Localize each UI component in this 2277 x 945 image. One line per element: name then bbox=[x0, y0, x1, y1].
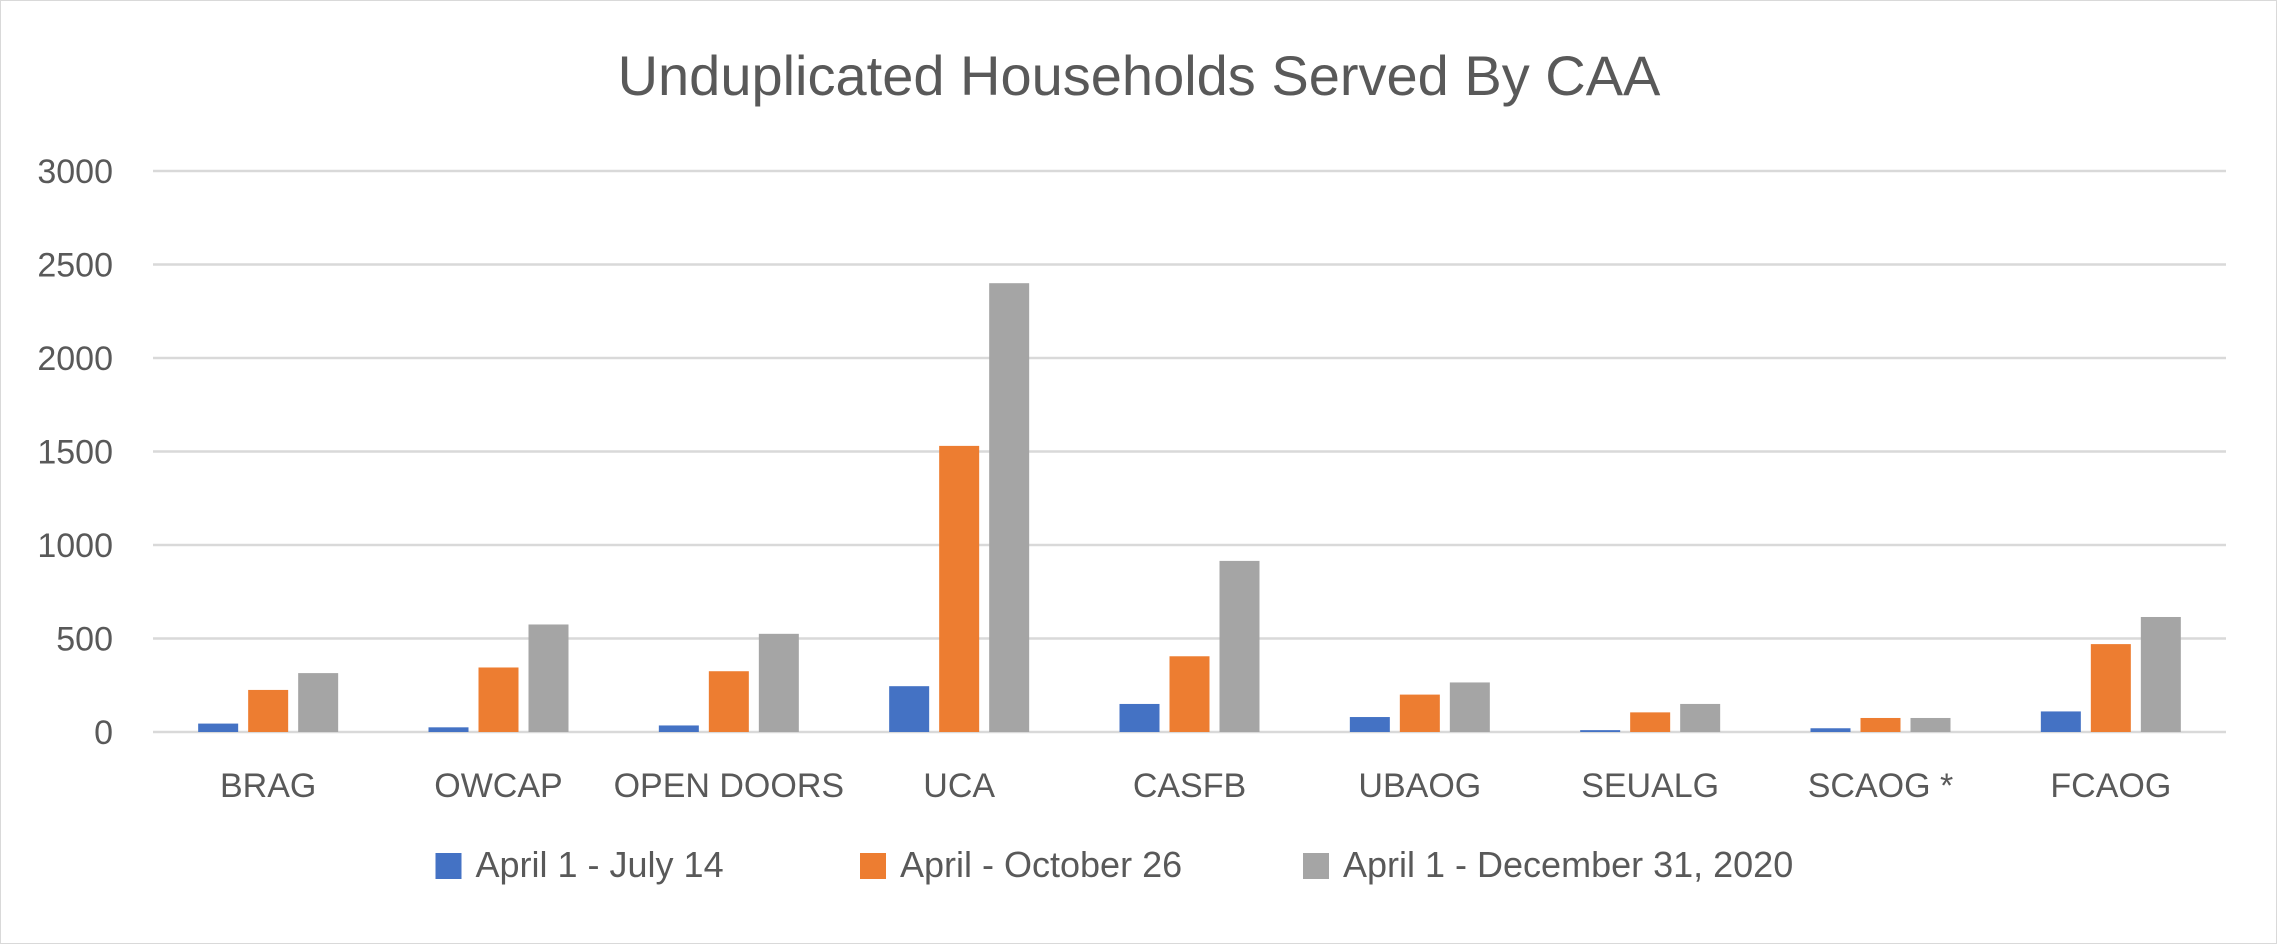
bar-2-7 bbox=[1910, 717, 1951, 732]
y-tick-label: 3000 bbox=[37, 153, 113, 191]
bar-2-5 bbox=[1449, 682, 1490, 732]
bars bbox=[198, 283, 2181, 732]
bar-1-2 bbox=[708, 671, 749, 732]
bar-1-6 bbox=[1630, 712, 1671, 732]
chart-title: Unduplicated Households Served By CAA bbox=[618, 44, 1661, 107]
bar-0-5 bbox=[1349, 717, 1390, 732]
legend-swatch-2 bbox=[1303, 853, 1329, 879]
bar-2-3 bbox=[989, 283, 1030, 732]
y-tick-label: 500 bbox=[56, 621, 113, 659]
bar-2-0 bbox=[298, 673, 339, 732]
legend-swatch-0 bbox=[435, 853, 462, 879]
y-tick-label: 2000 bbox=[37, 340, 113, 378]
y-tick-label: 1000 bbox=[37, 527, 113, 565]
bar-2-4 bbox=[1219, 560, 1260, 732]
x-tick-label: BRAG bbox=[220, 767, 316, 805]
bar-1-8 bbox=[2090, 644, 2131, 732]
bar-0-0 bbox=[198, 723, 239, 732]
x-tick-label: SEUALG bbox=[1581, 767, 1719, 805]
bar-0-8 bbox=[2040, 711, 2081, 732]
bar-1-0 bbox=[248, 689, 289, 732]
bar-0-3 bbox=[889, 686, 930, 732]
bar-1-4 bbox=[1169, 656, 1210, 732]
x-tick-label: UBAOG bbox=[1358, 767, 1481, 805]
legend-label-0: April 1 - July 14 bbox=[476, 844, 724, 885]
x-tick-label: SCAOG * bbox=[1808, 767, 1953, 805]
bar-2-1 bbox=[528, 624, 569, 732]
bar-0-2 bbox=[658, 725, 699, 732]
bar-1-3 bbox=[939, 445, 980, 732]
x-tick-label: FCAOG bbox=[2050, 767, 2171, 805]
x-axis-ticks: BRAG OWCAP OPEN DOORS UCA CASFB UBAOG SEUALG SC… bbox=[220, 767, 2171, 805]
y-tick-label: 2500 bbox=[37, 247, 113, 285]
x-tick-label: OPEN DOORS bbox=[614, 767, 844, 805]
legend-label-1: April - October 26 bbox=[900, 844, 1182, 885]
bar-0-1 bbox=[428, 727, 469, 732]
legend-label-2: April 1 - December 31, 2020 bbox=[1343, 844, 1793, 885]
y-tick-label: 1500 bbox=[37, 434, 113, 472]
bar-0-7 bbox=[1810, 728, 1851, 732]
legend-swatch-1 bbox=[860, 853, 886, 879]
gridlines bbox=[153, 169, 2226, 734]
bar-0-4 bbox=[1119, 703, 1160, 732]
bar-1-1 bbox=[478, 667, 519, 732]
x-tick-label: UCA bbox=[923, 767, 995, 805]
bar-0-6 bbox=[1580, 730, 1621, 732]
x-tick-label: CASFB bbox=[1133, 767, 1246, 805]
legend: April 1 - July 14 April - October 26 April… bbox=[435, 844, 1793, 885]
bar-2-8 bbox=[2140, 616, 2181, 732]
bar-1-5 bbox=[1399, 694, 1440, 732]
bar-2-6 bbox=[1680, 703, 1721, 732]
bar-2-2 bbox=[758, 633, 799, 732]
x-tick-label: OWCAP bbox=[434, 767, 562, 805]
y-tick-label: 0 bbox=[94, 714, 113, 752]
bar-1-7 bbox=[1860, 717, 1901, 732]
y-axis-ticks: 0 500 1000 1500 2000 2500 3000 bbox=[37, 153, 113, 752]
